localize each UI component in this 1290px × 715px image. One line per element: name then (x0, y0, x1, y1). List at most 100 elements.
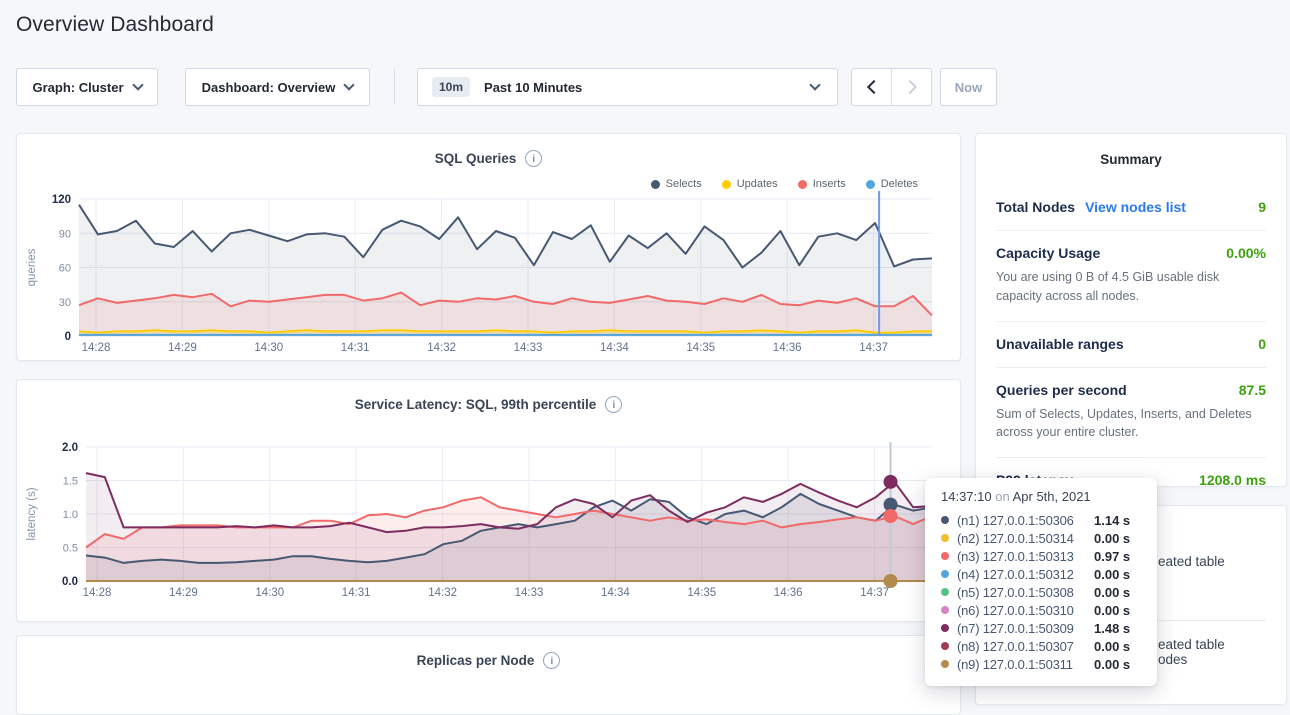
tooltip-node-address: (n7) 127.0.0.1:50309 (957, 621, 1094, 636)
event-item-text-fragment[interactable]: odes (1158, 652, 1187, 667)
tooltip-node-address: (n5) 127.0.0.1:50308 (957, 585, 1094, 600)
svg-text:14:37: 14:37 (860, 587, 889, 599)
time-range-dropdown[interactable]: 10m Past 10 Minutes (417, 68, 838, 106)
summary-row-qps: Queries per second 87.5 Sum of Selects, … (996, 368, 1266, 459)
svg-text:14:34: 14:34 (600, 342, 629, 354)
series-dot-icon (941, 570, 949, 578)
now-button[interactable]: Now (940, 68, 997, 106)
dashboard-controls: Graph: Cluster Dashboard: Overview 10m P… (0, 68, 1290, 106)
summary-row-unavailable-ranges: Unavailable ranges 0 (996, 322, 1266, 368)
svg-text:14:30: 14:30 (254, 342, 283, 354)
svg-text:14:32: 14:32 (427, 342, 456, 354)
summary-heading: Summary (976, 134, 1286, 167)
page-title: Overview Dashboard (16, 13, 214, 37)
series-dot-icon (941, 552, 949, 560)
series-dot-icon (941, 624, 949, 632)
svg-text:14:33: 14:33 (514, 342, 543, 354)
tooltip-timestamp: 14:37:10 on Apr 5th, 2021 (941, 489, 1141, 504)
svg-text:14:28: 14:28 (82, 342, 111, 354)
graph-scope-label: Graph: Cluster (32, 80, 123, 95)
tooltip-node-row: (n5) 127.0.0.1:503080.00 s (941, 583, 1141, 601)
svg-text:60: 60 (59, 263, 71, 275)
svg-text:1.0: 1.0 (63, 509, 78, 521)
tooltip-node-row: (n6) 127.0.0.1:503100.00 s (941, 601, 1141, 619)
tooltip-node-address: (n2) 127.0.0.1:50314 (957, 531, 1094, 546)
tooltip-node-value: 1.48 s (1094, 621, 1130, 636)
series-dot-icon (941, 534, 949, 542)
unavailable-ranges-label: Unavailable ranges (996, 336, 1124, 352)
series-dot-icon (941, 606, 949, 614)
replicas-per-node-card: Replicas per Node i (16, 635, 961, 715)
chevron-down-icon (344, 79, 355, 90)
qps-value: 87.5 (1239, 382, 1266, 398)
controls-divider (394, 69, 395, 105)
series-dot-icon (941, 660, 949, 668)
sql-queries-chart[interactable]: 030609012014:2814:2914:3014:3114:3214:33… (17, 134, 960, 360)
tooltip-node-value: 0.00 s (1094, 531, 1130, 546)
svg-text:14:31: 14:31 (342, 587, 371, 599)
series-dot-icon (941, 642, 949, 650)
tooltip-node-row: (n8) 127.0.0.1:503070.00 s (941, 637, 1141, 655)
next-time-button[interactable] (891, 69, 931, 105)
tooltip-node-value: 0.00 s (1094, 639, 1130, 654)
time-range-label: Past 10 Minutes (484, 80, 582, 95)
event-item-text-fragment[interactable]: eated table (1158, 554, 1225, 569)
tooltip-node-address: (n8) 127.0.0.1:50307 (957, 639, 1094, 654)
info-icon[interactable]: i (543, 652, 560, 669)
chevron-left-icon (866, 80, 880, 94)
tooltip-node-address: (n6) 127.0.0.1:50310 (957, 603, 1094, 618)
svg-text:90: 90 (59, 228, 71, 240)
prev-time-button[interactable] (852, 69, 891, 105)
svg-text:14:35: 14:35 (687, 587, 716, 599)
svg-text:0.0: 0.0 (62, 576, 78, 588)
graph-scope-dropdown[interactable]: Graph: Cluster (16, 68, 158, 106)
p99-latency-value: 1208.0 ms (1199, 472, 1266, 488)
view-nodes-list-link[interactable]: View nodes list (1085, 199, 1186, 215)
svg-text:14:28: 14:28 (83, 587, 112, 599)
svg-text:14:33: 14:33 (515, 587, 544, 599)
svg-text:14:30: 14:30 (255, 587, 284, 599)
tooltip-node-value: 0.00 s (1094, 657, 1130, 672)
svg-text:2.0: 2.0 (62, 442, 78, 454)
tooltip-node-value: 0.00 s (1094, 567, 1130, 582)
svg-text:14:32: 14:32 (428, 587, 457, 599)
overview-dashboard-page: Overview Dashboard Graph: Cluster Dashbo… (0, 0, 1290, 689)
svg-text:14:29: 14:29 (169, 587, 198, 599)
tooltip-node-address: (n1) 127.0.0.1:50306 (957, 513, 1094, 528)
tooltip-node-row: (n3) 127.0.0.1:503130.97 s (941, 547, 1141, 565)
tooltip-node-address: (n3) 127.0.0.1:50313 (957, 549, 1094, 564)
tooltip-node-row: (n1) 127.0.0.1:503061.14 s (941, 511, 1141, 529)
tooltip-node-row: (n4) 127.0.0.1:503120.00 s (941, 565, 1141, 583)
svg-text:14:34: 14:34 (601, 587, 630, 599)
capacity-usage-label: Capacity Usage (996, 245, 1100, 261)
total-nodes-value: 9 (1258, 199, 1266, 215)
tooltip-node-value: 0.97 s (1094, 549, 1130, 564)
svg-text:14:36: 14:36 (773, 342, 802, 354)
svg-text:14:36: 14:36 (774, 587, 803, 599)
svg-text:queries: queries (26, 248, 38, 286)
svg-text:14:35: 14:35 (686, 342, 715, 354)
time-range-badge: 10m (432, 77, 470, 97)
dashboard-select-dropdown[interactable]: Dashboard: Overview (185, 68, 370, 106)
summary-panel: Summary Total Nodes View nodes list 9 Ca… (975, 133, 1287, 487)
svg-text:30: 30 (59, 297, 71, 309)
unavailable-ranges-value: 0 (1258, 336, 1266, 352)
qps-label: Queries per second (996, 382, 1127, 398)
total-nodes-label: Total Nodes (996, 199, 1075, 215)
svg-text:latency (s): latency (s) (26, 487, 38, 540)
svg-text:0.5: 0.5 (63, 543, 78, 555)
tooltip-node-address: (n4) 127.0.0.1:50312 (957, 567, 1094, 582)
series-dot-icon (941, 588, 949, 596)
service-latency-chart[interactable]: 0.00.51.01.52.014:2814:2914:3014:3114:32… (17, 380, 960, 621)
replicas-per-node-title: Replicas per Node (417, 653, 535, 668)
event-item-text-fragment[interactable]: eated table (1158, 637, 1225, 652)
chart-hover-tooltip: 14:37:10 on Apr 5th, 2021 (n1) 127.0.0.1… (925, 478, 1157, 686)
time-pager (851, 68, 932, 106)
tooltip-node-row: (n2) 127.0.0.1:503140.00 s (941, 529, 1141, 547)
dashboard-select-label: Dashboard: Overview (202, 80, 336, 95)
svg-text:120: 120 (52, 194, 71, 206)
qps-description: Sum of Selects, Updates, Inserts, and De… (996, 405, 1266, 443)
tooltip-node-value: 0.00 s (1094, 585, 1130, 600)
series-dot-icon (941, 516, 949, 524)
chevron-right-icon (902, 80, 916, 94)
